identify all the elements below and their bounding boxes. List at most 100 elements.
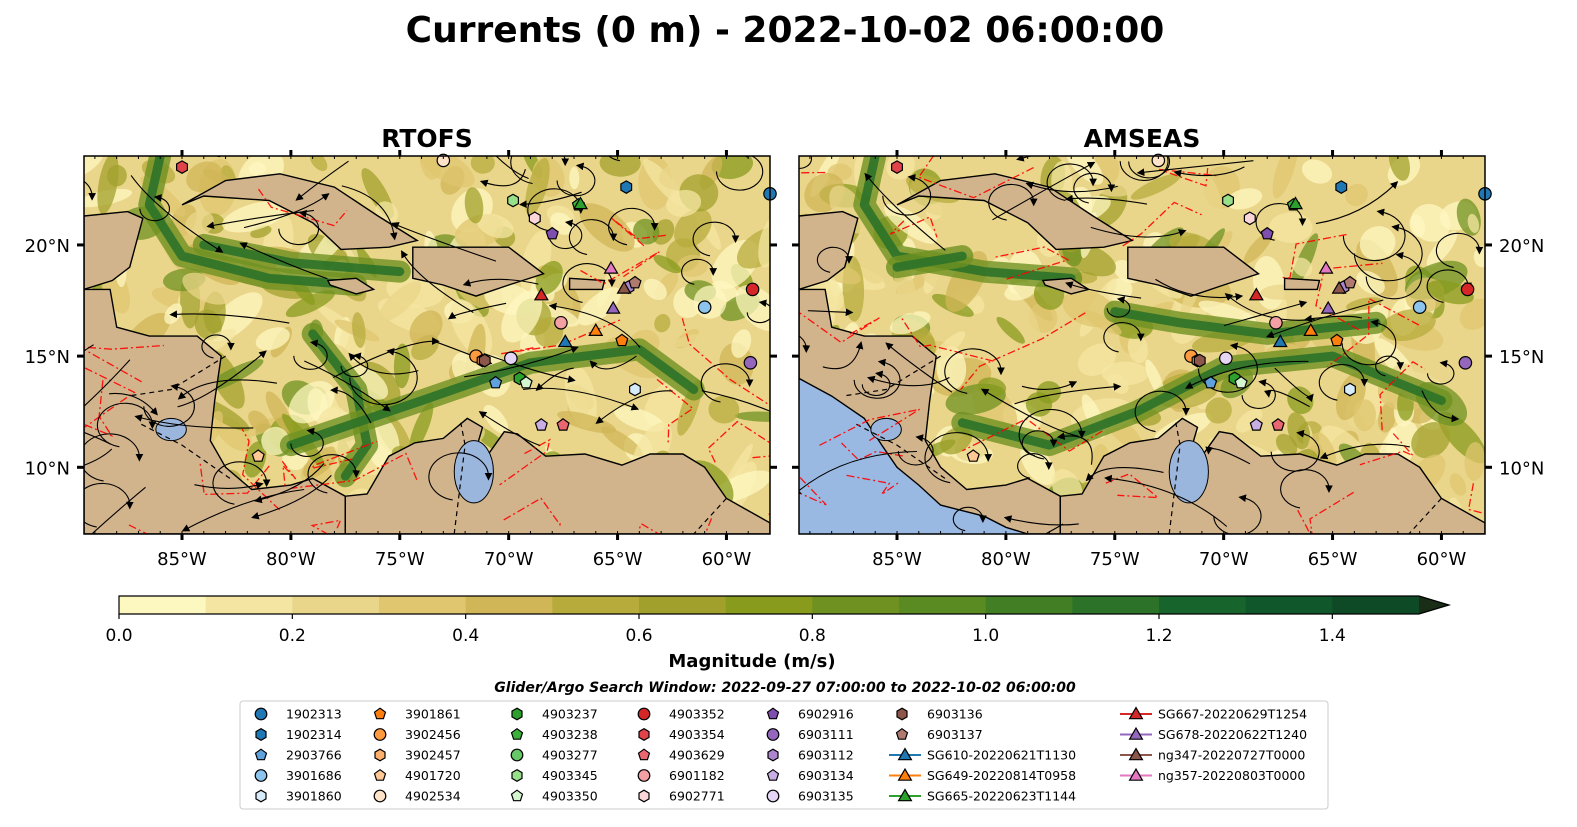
streamline [214,156,221,158]
land-hispaniola [1127,246,1260,297]
legend-entry: 6903136 [896,707,983,722]
map-marker [533,287,549,301]
panel-title: RTOFS [381,124,473,153]
streamline [1134,390,1190,433]
legend-marker [638,789,650,803]
legend-marker [766,768,780,781]
legend-marker [1128,747,1144,761]
map-marker [1330,333,1344,347]
streamline [206,209,315,230]
legend-label: 4903352 [669,707,725,722]
streamline [1319,443,1410,460]
legend-marker [511,769,523,782]
streamline [535,367,574,391]
streamline [1426,269,1472,303]
map-marker [629,382,641,397]
colorbar-segment [1332,596,1420,614]
x-tick-label: 80°W [981,549,1031,570]
streamline [1365,251,1423,300]
panel-title: AMSEAS [1084,124,1201,153]
legend-marker [897,747,913,761]
map-panel-amseas: AMSEAS 85°W 80°W 75°W 70°W 65°W 60°W 10°N 15°N 20… [792,124,1544,570]
y-tick-label: 15°N [25,347,70,368]
streamline [1065,281,1142,299]
streamline [143,383,195,427]
streamline [1318,364,1369,401]
legend-label: ng357-20220803T0000 [1158,768,1305,783]
legend-marker [254,769,268,782]
streamline [1315,181,1399,225]
map-marker [488,375,503,389]
streamline [462,278,539,287]
map-marker [1193,353,1206,368]
streamline [391,222,497,262]
legend-entry: 3901861 [373,707,461,722]
legend-marker [638,728,650,741]
streamline [239,242,328,280]
streamline [924,432,993,484]
colorbar-segment [552,596,640,614]
streamline [1018,408,1086,460]
x-tick-label: 75°W [375,549,425,570]
streamline [109,392,158,416]
legend-label: 3902457 [405,748,461,763]
legend-marker [1128,726,1144,740]
streamline [295,160,349,201]
streamline [341,185,398,241]
legend-entry: 2903766 [254,748,342,763]
legend-entry: SG610-20220621T1130 [889,747,1076,763]
map-marker [176,160,188,174]
colorbar-segment [292,596,380,614]
legend-marker [510,789,524,802]
streamline [1085,467,1164,482]
streamline [1280,469,1333,509]
streamline [1223,300,1308,327]
legend-marker [255,789,267,803]
legend-label: SG678-20220622T1240 [1158,727,1307,742]
streamline [139,194,170,222]
streamline [799,335,811,353]
map-marker [1269,315,1283,330]
map-marker [745,282,760,297]
legend-entry: 6903135 [766,789,854,804]
legend-entry: 3902456 [373,727,461,742]
streamline [1270,429,1320,472]
map-marker [1272,334,1288,348]
colorbar-segment [119,596,207,614]
colorbar-segment [465,596,553,614]
legend-marker [510,748,524,762]
streamline [464,346,579,378]
streamline [1265,299,1384,339]
map-marker [534,418,548,431]
streamline [1435,232,1484,268]
legend-entry: 6903112 [767,748,854,763]
map-marker [616,280,632,294]
streamline [1241,378,1276,409]
legend-label: ng347-20220727T0000 [1158,748,1305,763]
streamline [608,207,659,246]
map-marker [1243,211,1256,226]
map-marker [554,315,568,330]
map-marker [1318,260,1334,274]
legend-marker [766,789,780,803]
streamline [1205,446,1251,465]
streamline [130,175,224,253]
legend-label: 6902916 [798,707,854,722]
x-tick-label: 75°W [1090,549,1140,570]
legend-frame [239,700,1329,810]
legend-marker [373,768,387,781]
x-tick-label: 85°W [157,549,207,570]
legend-marker [511,707,523,721]
colorbar-segment [379,596,467,614]
streamline [479,169,526,188]
map-marker [1222,193,1234,208]
streamline [278,209,320,246]
streamline [177,379,277,400]
streamline [867,375,950,387]
map-panels: RTOFS 85°W 80°W 75°W 70°W 65°W 60°W 10°N 15°N 20°… [25,124,1545,570]
x-tick-label: 65°W [593,549,643,570]
legend-marker [895,727,909,740]
y-tick-label: 20°N [25,236,70,257]
legend-label: 3901860 [286,789,342,804]
streamline [84,448,113,466]
